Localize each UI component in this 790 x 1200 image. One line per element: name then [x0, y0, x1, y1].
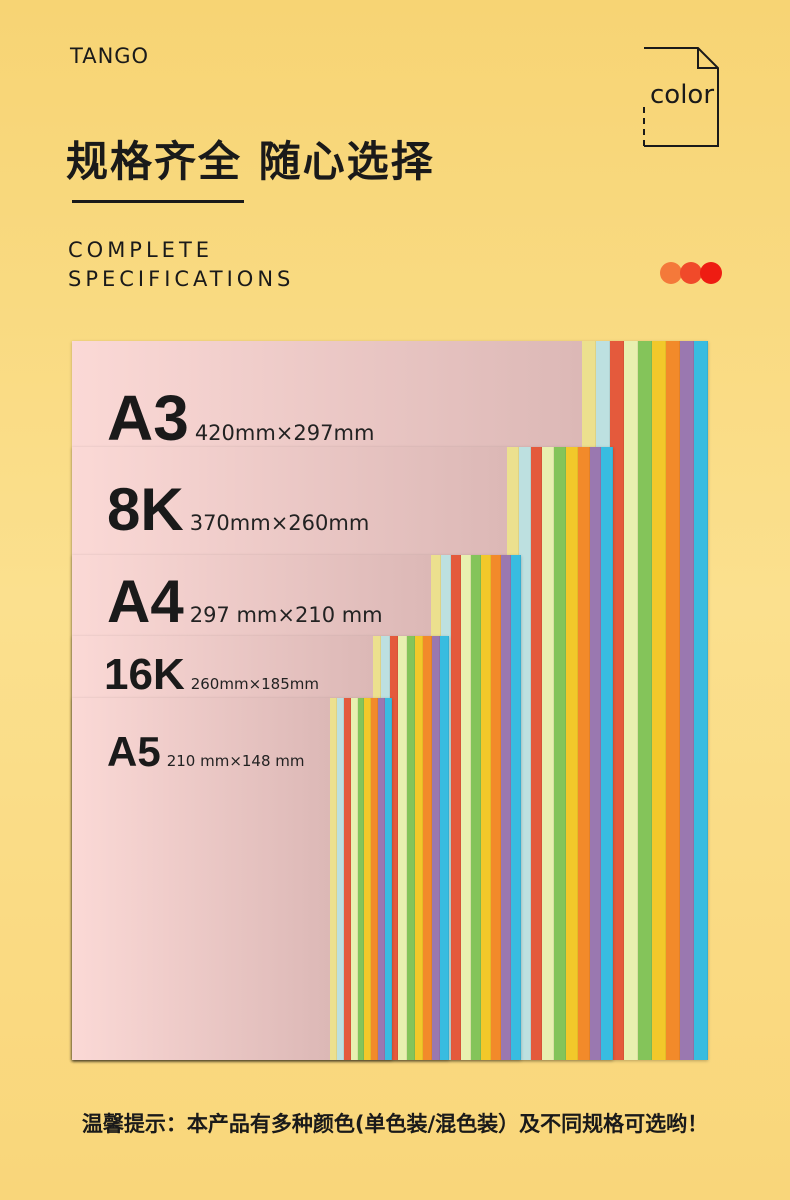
color-strip — [343, 698, 351, 1060]
color-strip — [530, 447, 543, 1060]
color-strip — [577, 447, 590, 1060]
size-name: A3 — [107, 382, 189, 454]
color-strip — [414, 636, 424, 1060]
english-subtitle: COMPLETE SPECIFICATIONS — [68, 236, 294, 294]
color-label: color — [650, 80, 715, 110]
size-name: 16K — [104, 650, 185, 699]
color-strip — [511, 555, 521, 1060]
color-strip — [680, 341, 694, 1060]
color-strip — [481, 555, 491, 1060]
color-strip — [542, 447, 555, 1060]
color-strip — [330, 698, 337, 1060]
size-label: 16K 260mm×185mm — [104, 650, 319, 700]
color-dot — [700, 262, 722, 284]
size-name: 8K — [107, 476, 184, 543]
color-strip — [336, 698, 344, 1060]
color-strip — [694, 341, 708, 1060]
color-strip — [461, 555, 471, 1060]
color-strip — [565, 447, 578, 1060]
color-strip — [601, 447, 614, 1060]
tip-text: 温馨提示：本产品有多种颜色(单色装/混色装）及不同规格可选哟！ — [81, 1112, 709, 1136]
color-strip — [440, 636, 449, 1060]
size-label: A5 210 mm×148 mm — [107, 728, 305, 776]
color-strip — [501, 555, 511, 1060]
color-strip — [423, 636, 432, 1060]
color-strip — [385, 698, 393, 1060]
page-title: 规格齐全 随心选择 — [66, 137, 435, 186]
size-label: A3 420mm×297mm — [107, 381, 374, 455]
sheet-face: A5 210 mm×148 mm — [72, 698, 330, 1060]
color-dot — [660, 262, 682, 284]
color-strip — [652, 341, 666, 1060]
color-strip — [364, 698, 372, 1060]
color-strip — [389, 636, 399, 1060]
size-dimensions: 297 mm×210 mm — [189, 603, 383, 627]
paper-sheet-a5: A5 210 mm×148 mm — [72, 698, 393, 1060]
color-strip — [398, 636, 407, 1060]
color-strip — [554, 447, 566, 1060]
size-name: A4 — [107, 568, 184, 635]
color-strip — [610, 341, 624, 1060]
color-strip — [451, 555, 461, 1060]
color-strip — [431, 636, 441, 1060]
size-label: A4 297 mm×210 mm — [107, 567, 383, 636]
color-strip — [371, 698, 379, 1060]
color-strip — [518, 447, 531, 1060]
color-strip — [378, 698, 386, 1060]
color-strip — [638, 341, 652, 1060]
color-strip — [471, 555, 481, 1060]
color-strip — [350, 698, 358, 1060]
size-dimensions: 420mm×297mm — [194, 421, 375, 445]
size-dimensions: 260mm×185mm — [190, 675, 319, 693]
document-icon — [643, 47, 719, 147]
color-strip — [357, 698, 365, 1060]
color-strip — [406, 636, 415, 1060]
brand-name: TANGO — [70, 44, 150, 68]
size-dimensions: 370mm×260mm — [189, 511, 370, 535]
subtitle-line: COMPLETE — [68, 238, 214, 262]
size-label: 8K 370mm×260mm — [107, 475, 369, 544]
size-dimensions: 210 mm×148 mm — [166, 752, 305, 770]
color-strip — [624, 341, 638, 1060]
subtitle-line: SPECIFICATIONS — [68, 267, 295, 291]
color-strip — [666, 341, 680, 1060]
color-dot — [680, 262, 702, 284]
title-underline — [72, 200, 244, 203]
size-name: A5 — [107, 728, 161, 775]
color-strip — [589, 447, 602, 1060]
color-strip — [491, 555, 501, 1060]
